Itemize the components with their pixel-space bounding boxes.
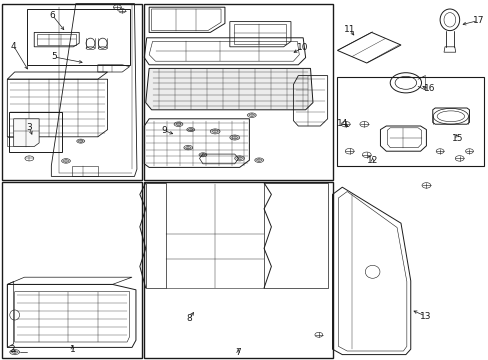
Text: 17: 17: [471, 16, 483, 25]
Bar: [9, 112, 61, 152]
Text: 7: 7: [235, 348, 241, 357]
Text: 16: 16: [423, 85, 434, 94]
Polygon shape: [14, 119, 39, 147]
Text: 4: 4: [11, 41, 17, 50]
Text: 10: 10: [297, 43, 308, 52]
Text: 6: 6: [49, 10, 55, 19]
Text: 12: 12: [366, 156, 378, 165]
Text: 13: 13: [419, 311, 430, 320]
Bar: [27, 9, 129, 65]
Bar: [2, 182, 142, 358]
Text: 11: 11: [343, 25, 355, 34]
Text: 5: 5: [51, 52, 57, 61]
Text: 1: 1: [69, 346, 75, 354]
Text: 15: 15: [451, 134, 463, 143]
Text: 3: 3: [26, 123, 32, 132]
Bar: [2, 4, 142, 180]
Bar: [144, 4, 332, 180]
Text: 8: 8: [186, 314, 192, 323]
Text: 14: 14: [336, 118, 347, 127]
Text: 9: 9: [161, 126, 166, 135]
Polygon shape: [145, 68, 312, 110]
Text: 2: 2: [9, 346, 15, 354]
Bar: [144, 182, 332, 358]
Bar: [337, 77, 483, 166]
